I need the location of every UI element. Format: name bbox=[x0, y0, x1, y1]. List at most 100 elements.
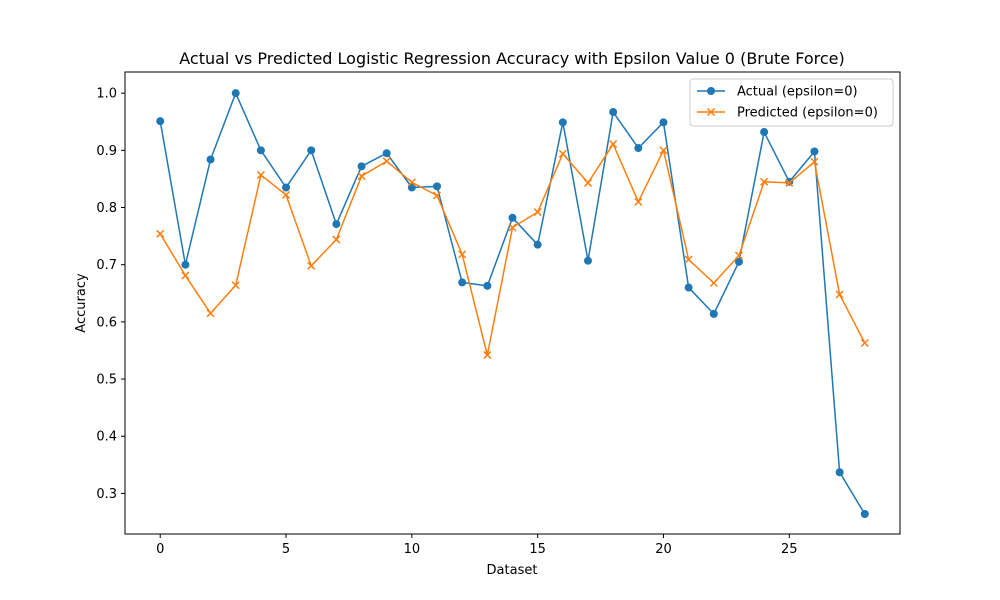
y-tick-label: 0.5 bbox=[96, 373, 117, 388]
x-marker-stroke bbox=[432, 191, 442, 200]
data-point bbox=[256, 146, 265, 155]
legend-item: Predicted (epsilon=0) bbox=[697, 106, 878, 121]
x-tick-label: 15 bbox=[529, 542, 546, 557]
data-point bbox=[508, 223, 517, 232]
data-point bbox=[382, 149, 391, 158]
x-tick-label: 20 bbox=[655, 542, 672, 557]
x-marker-stroke bbox=[684, 255, 693, 264]
y-tick-label: 0.3 bbox=[96, 487, 117, 502]
x-marker-stroke bbox=[231, 281, 240, 290]
series-layer bbox=[156, 89, 869, 518]
series-actual bbox=[156, 89, 869, 518]
data-point bbox=[282, 190, 291, 199]
data-point bbox=[206, 309, 215, 318]
x-marker-stroke bbox=[282, 190, 291, 199]
y-tick-label: 0.4 bbox=[96, 430, 117, 445]
series-predicted bbox=[156, 140, 869, 360]
data-point bbox=[558, 118, 567, 127]
x-marker-stroke bbox=[659, 146, 668, 155]
x-marker-stroke bbox=[558, 149, 567, 158]
data-point bbox=[382, 157, 391, 166]
data-point bbox=[156, 229, 165, 238]
data-point bbox=[609, 140, 618, 149]
data-point bbox=[231, 89, 240, 98]
x-marker-stroke bbox=[206, 309, 215, 318]
plot-frame bbox=[124, 71, 901, 535]
x-marker-stroke bbox=[533, 208, 542, 217]
x-marker-stroke bbox=[407, 178, 416, 187]
x-marker-stroke bbox=[156, 229, 165, 238]
data-point bbox=[659, 146, 668, 155]
y-axis: 0.3 0.4 0.5 0.6 0.7 0.8 0.9 1.0 bbox=[96, 87, 125, 502]
data-point bbox=[810, 157, 819, 166]
x-marker-stroke bbox=[810, 157, 819, 166]
data-point bbox=[835, 468, 844, 477]
data-point bbox=[860, 338, 869, 348]
data-point bbox=[583, 178, 593, 187]
data-point bbox=[558, 149, 567, 158]
x-marker-stroke bbox=[357, 172, 366, 181]
data-point bbox=[634, 197, 643, 206]
y-tick-label: 0.7 bbox=[96, 258, 117, 273]
data-point bbox=[332, 220, 341, 229]
chart-title: Actual vs Predicted Logistic Regression … bbox=[179, 49, 845, 68]
data-point bbox=[332, 235, 341, 244]
series-line bbox=[159, 92, 866, 515]
data-point bbox=[357, 162, 366, 171]
x-marker-stroke bbox=[709, 278, 718, 288]
x-tick-label: 5 bbox=[282, 542, 290, 557]
data-point bbox=[835, 290, 844, 299]
data-point bbox=[282, 183, 291, 192]
data-point bbox=[659, 118, 668, 127]
data-point bbox=[407, 178, 416, 187]
data-point bbox=[760, 177, 769, 186]
data-point bbox=[156, 117, 165, 126]
x-marker-stroke bbox=[332, 235, 341, 244]
data-point bbox=[458, 250, 467, 259]
data-point bbox=[760, 128, 769, 137]
data-point bbox=[634, 144, 643, 153]
data-point bbox=[734, 257, 743, 266]
data-point bbox=[256, 170, 265, 179]
data-point bbox=[533, 208, 542, 217]
x-marker-stroke bbox=[609, 140, 618, 149]
series-line bbox=[159, 143, 866, 356]
data-point bbox=[181, 260, 190, 269]
data-point bbox=[785, 178, 794, 187]
data-point bbox=[231, 281, 240, 290]
legend-marker bbox=[707, 87, 715, 95]
x-marker-stroke bbox=[734, 251, 743, 260]
data-point bbox=[181, 271, 190, 280]
y-axis-label: Accuracy bbox=[74, 273, 89, 333]
data-point bbox=[684, 255, 693, 264]
data-point bbox=[433, 182, 442, 191]
x-marker-stroke bbox=[760, 177, 769, 186]
data-point bbox=[483, 351, 492, 360]
x-marker-stroke bbox=[860, 338, 869, 348]
data-point bbox=[432, 191, 442, 200]
legend-label: Predicted (epsilon=0) bbox=[737, 106, 878, 121]
data-point bbox=[458, 278, 467, 287]
x-tick-label: 0 bbox=[156, 542, 164, 557]
data-point bbox=[684, 283, 693, 292]
data-point bbox=[206, 155, 215, 164]
data-point bbox=[810, 147, 819, 156]
x-marker-stroke bbox=[835, 290, 844, 299]
data-point bbox=[609, 108, 618, 117]
data-point bbox=[508, 213, 517, 222]
legend-marker bbox=[706, 107, 716, 117]
y-tick-label: 0.8 bbox=[96, 201, 117, 216]
y-tick-label: 1.0 bbox=[96, 87, 117, 102]
data-point bbox=[583, 256, 592, 265]
x-tick-label: 25 bbox=[781, 542, 798, 557]
data-point bbox=[307, 261, 316, 270]
legend-box bbox=[689, 78, 894, 127]
legend-item: Actual (epsilon=0) bbox=[697, 85, 858, 100]
legend: Actual (epsilon=0) Predicted (epsilon=0) bbox=[689, 78, 894, 127]
x-marker-stroke bbox=[583, 178, 593, 187]
x-axis: 0 5 10 15 20 25 bbox=[156, 534, 798, 557]
data-point bbox=[709, 278, 718, 288]
data-point bbox=[860, 509, 869, 518]
x-marker-stroke bbox=[307, 261, 316, 270]
